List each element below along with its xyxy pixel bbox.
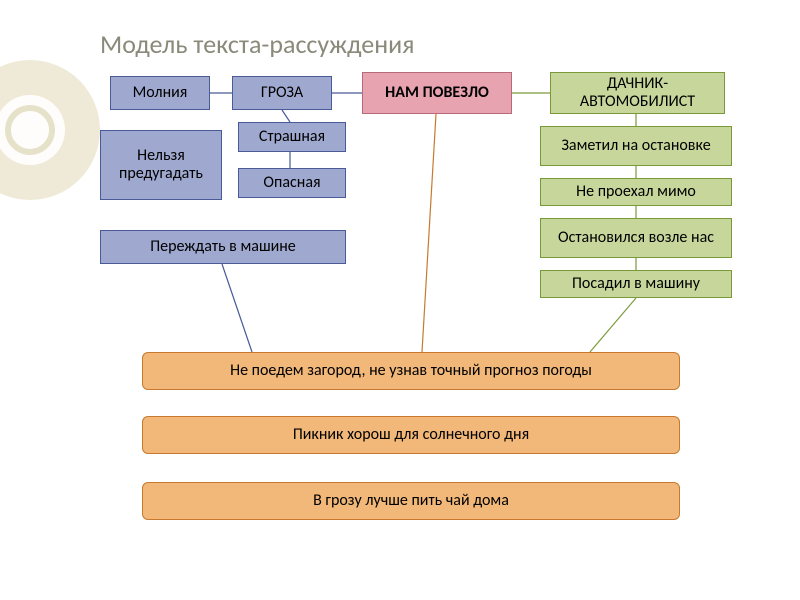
node-zametil: Заметил на остановке bbox=[540, 126, 732, 166]
node-perezh: Переждать в машине bbox=[100, 230, 346, 264]
node-dachnik: ДАЧНИК-АВТОМОБИЛИСТ bbox=[550, 72, 725, 114]
edge-nam-nepoedem bbox=[422, 114, 436, 352]
node-neproeh: Не проехал мимо bbox=[540, 178, 732, 206]
node-posadil: Посадил в машину bbox=[540, 270, 732, 298]
edge-posadil-nepoedem bbox=[590, 298, 636, 352]
node-nam: НАМ ПОВЕЗЛО bbox=[362, 72, 512, 114]
node-piknik: Пикник хорош для солнечного дня bbox=[142, 416, 680, 454]
edge-perezh-nepoedem bbox=[222, 264, 252, 352]
node-vgrozu: В грозу лучше пить чай дома bbox=[142, 482, 680, 520]
node-molniya: Молния bbox=[110, 76, 210, 110]
node-groza: ГРОЗА bbox=[232, 76, 332, 110]
node-nelzya: Нельзя предугадать bbox=[100, 130, 222, 200]
node-opas: Опасная bbox=[238, 168, 346, 198]
edge-groza-strash bbox=[282, 110, 290, 122]
node-ostanov: Остановился возле нас bbox=[540, 218, 732, 258]
node-strash: Страшная bbox=[238, 122, 346, 152]
page-title: Модель текста-рассуждения bbox=[100, 28, 415, 60]
node-nepoedem: Не поедем загород, не узнав точный прогн… bbox=[142, 352, 680, 390]
